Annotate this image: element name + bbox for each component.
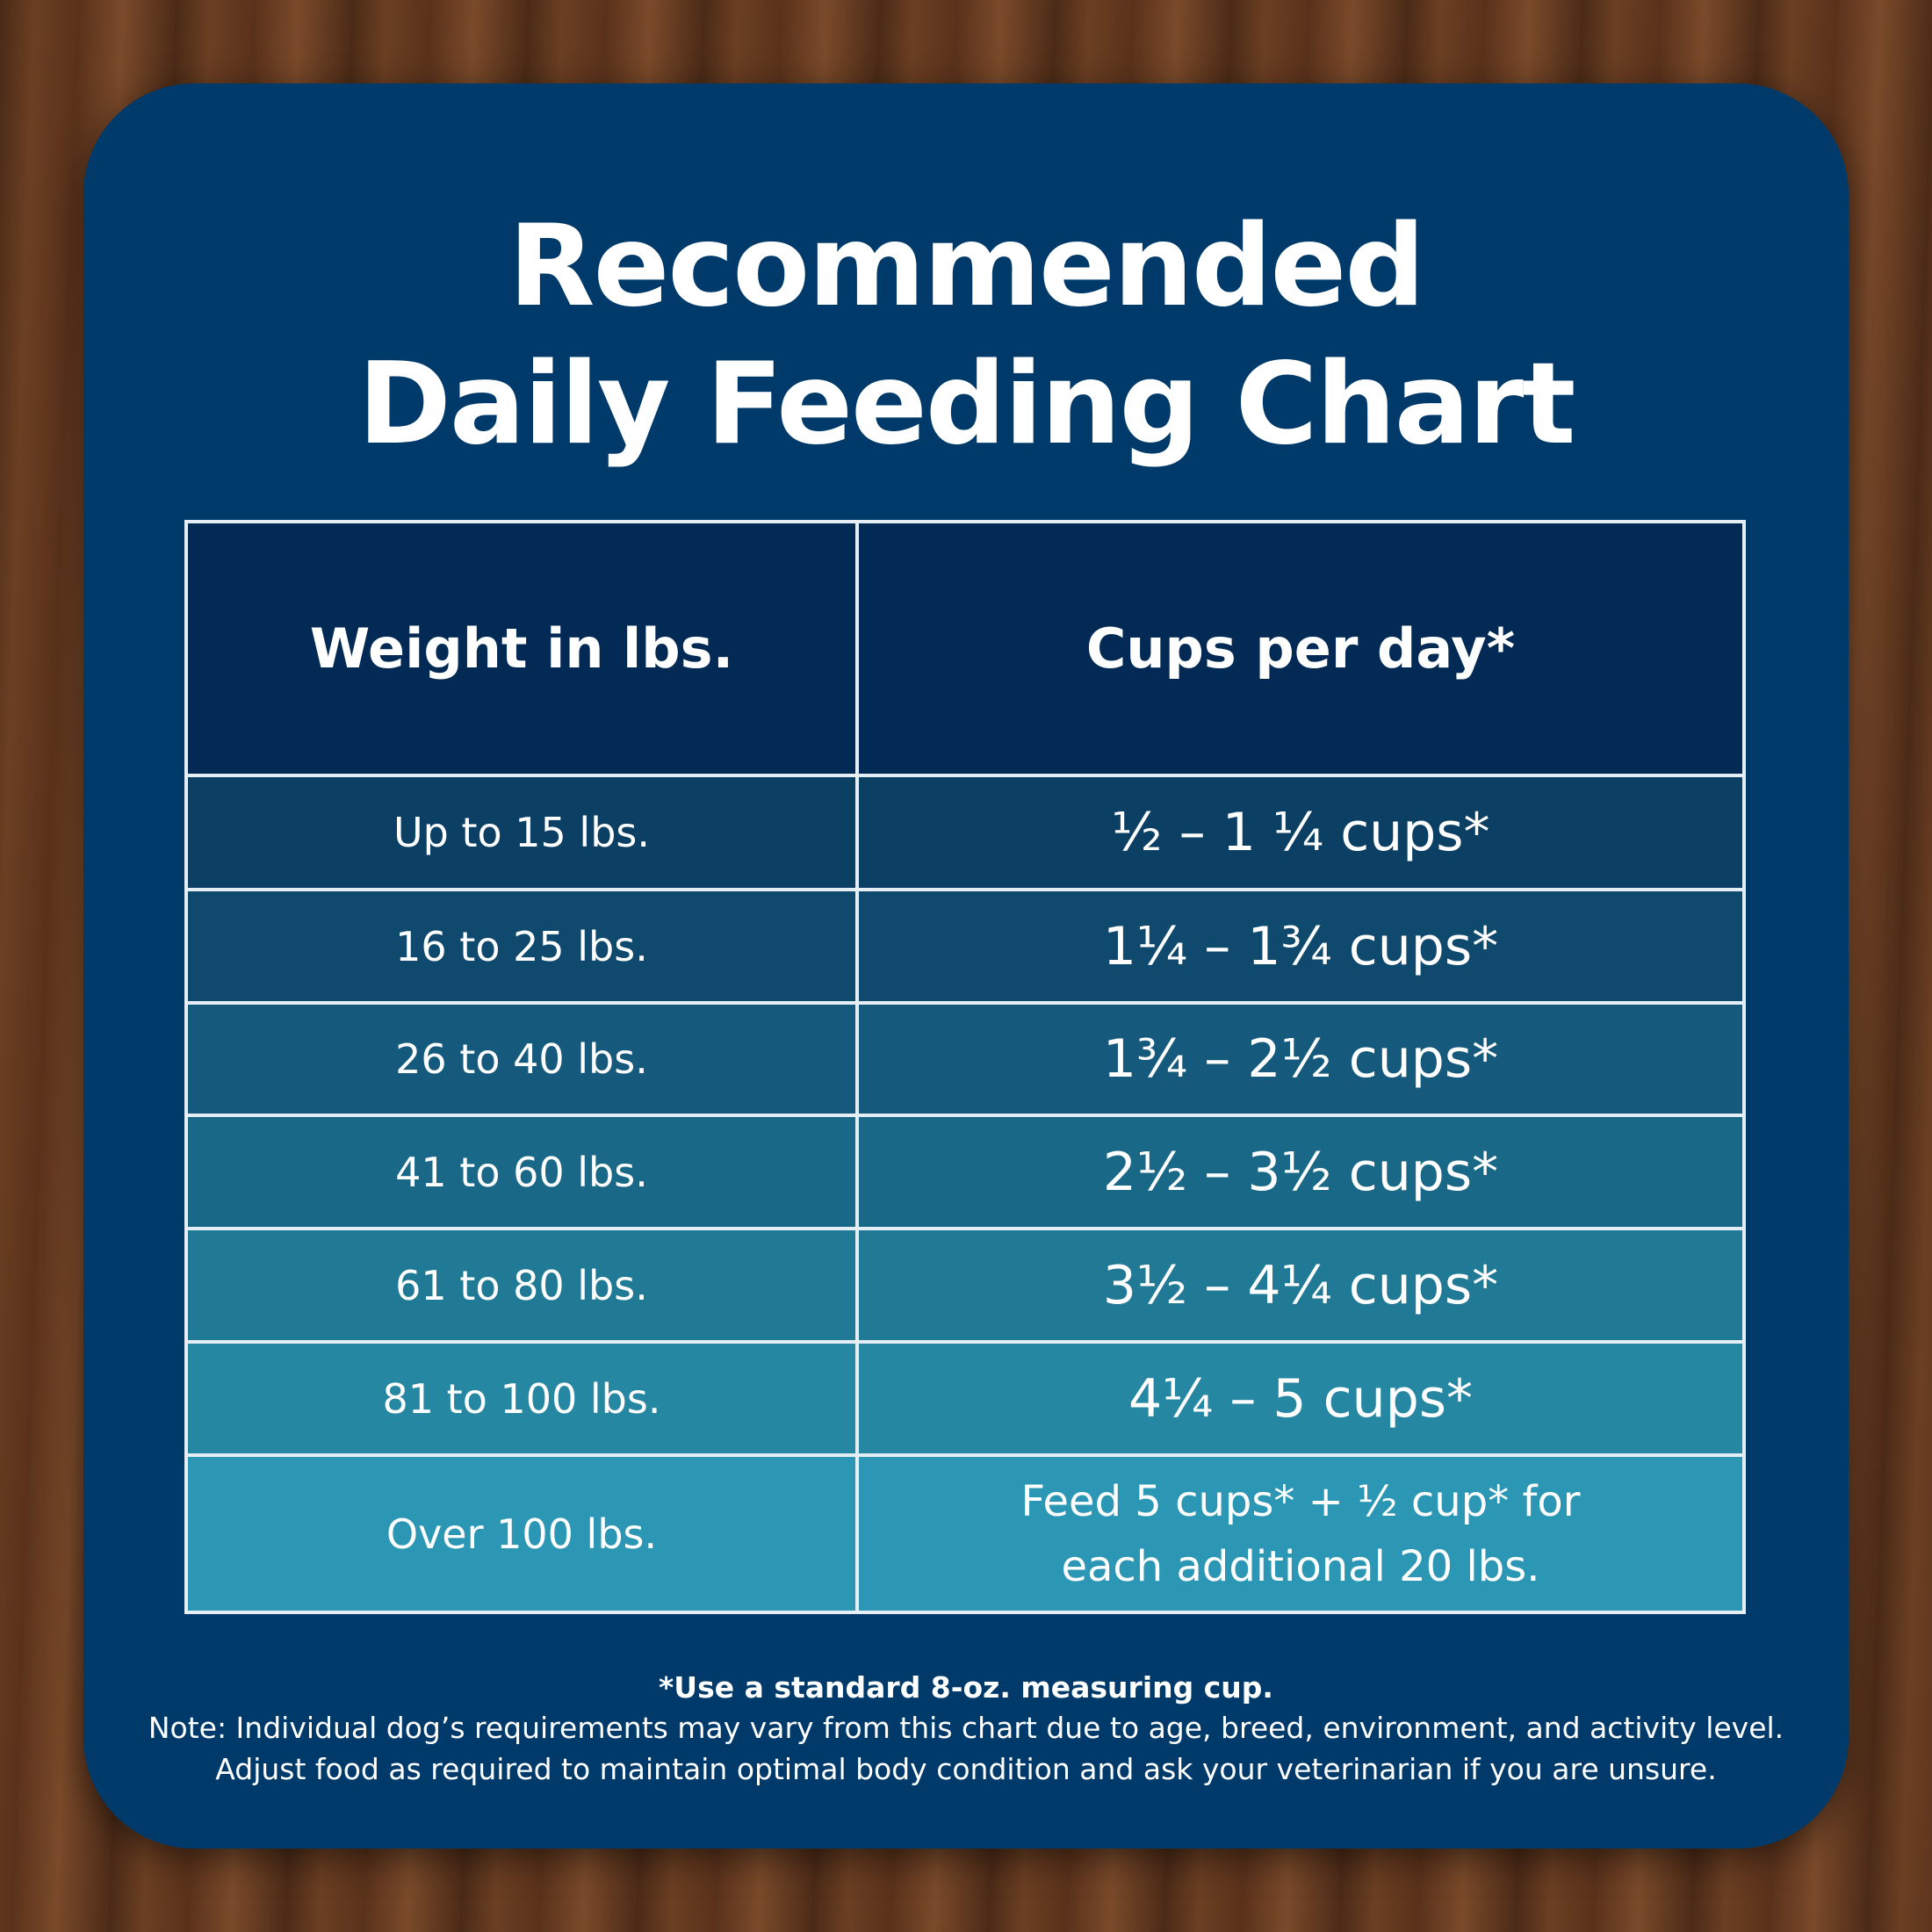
cups-cell: 4¼ – 5 cups*	[1128, 1367, 1474, 1430]
cell-line: Feed 5 cups* + ½ cup* for	[1020, 1476, 1581, 1526]
note-line: Adjust food as required to maintain opti…	[215, 1752, 1717, 1786]
table-row: 41 to 60 lbs. 2½ – 3½ cups*	[188, 1114, 1742, 1227]
weight-cell: Weight in lbs.	[188, 523, 859, 774]
title-line: Recommended	[508, 201, 1425, 332]
cups-cell: Feed 5 cups* + ½ cup* for each additional…	[859, 1457, 1742, 1611]
table-row: 26 to 40 lbs. 1¾ – 2½ cups*	[188, 1001, 1742, 1114]
feeding-table: Weight in lbs. Cups per day* Up to 15 lbs.…	[184, 520, 1746, 1614]
cups-cell: 1¼ – 1¾ cups*	[1102, 915, 1499, 977]
weight-cell: 41 to 60 lbs.	[188, 1117, 859, 1227]
cups-cell: ½ – 1 ¼ cups*	[1111, 802, 1490, 863]
note-line: Note: Individual dog’s requirements may …	[148, 1711, 1784, 1745]
footnote: *Use a standard 8-oz. measuring cup.	[659, 1670, 1273, 1705]
table-row: Over 100 lbs. Feed 5 cups* + ½ cup* for ea…	[188, 1453, 1742, 1611]
weight-cell: Over 100 lbs.	[188, 1457, 859, 1611]
cell-line: each additional 20 lbs.	[1061, 1541, 1540, 1591]
table-row: 81 to 100 lbs. 4¼ – 5 cups*	[188, 1340, 1742, 1453]
header-row: Weight in lbs. Cups per day*	[188, 523, 1742, 774]
cups-cell: 3½ – 4¼ cups*	[1102, 1254, 1499, 1316]
weight-cell: 26 to 40 lbs.	[188, 1005, 859, 1114]
cups-cell: 2½ – 3½ cups*	[1102, 1141, 1499, 1203]
cups-cell: 1¾ – 2½ cups*	[1102, 1028, 1499, 1090]
table-row: 16 to 25 lbs. 1¼ – 1¾ cups*	[188, 888, 1742, 1001]
weight-cell: 16 to 25 lbs.	[188, 891, 859, 1001]
weight-cell: 61 to 80 lbs.	[188, 1230, 859, 1340]
table-row: 61 to 80 lbs. 3½ – 4¼ cups*	[188, 1227, 1742, 1340]
weight-cell: Up to 15 lbs.	[188, 777, 859, 888]
weight-cell: 81 to 100 lbs.	[188, 1344, 859, 1453]
table-row: Up to 15 lbs. ½ – 1 ¼ cups*	[188, 774, 1742, 888]
title-line: Daily Feeding Chart	[357, 339, 1576, 470]
cups-cell: Cups per day*	[1085, 616, 1516, 681]
